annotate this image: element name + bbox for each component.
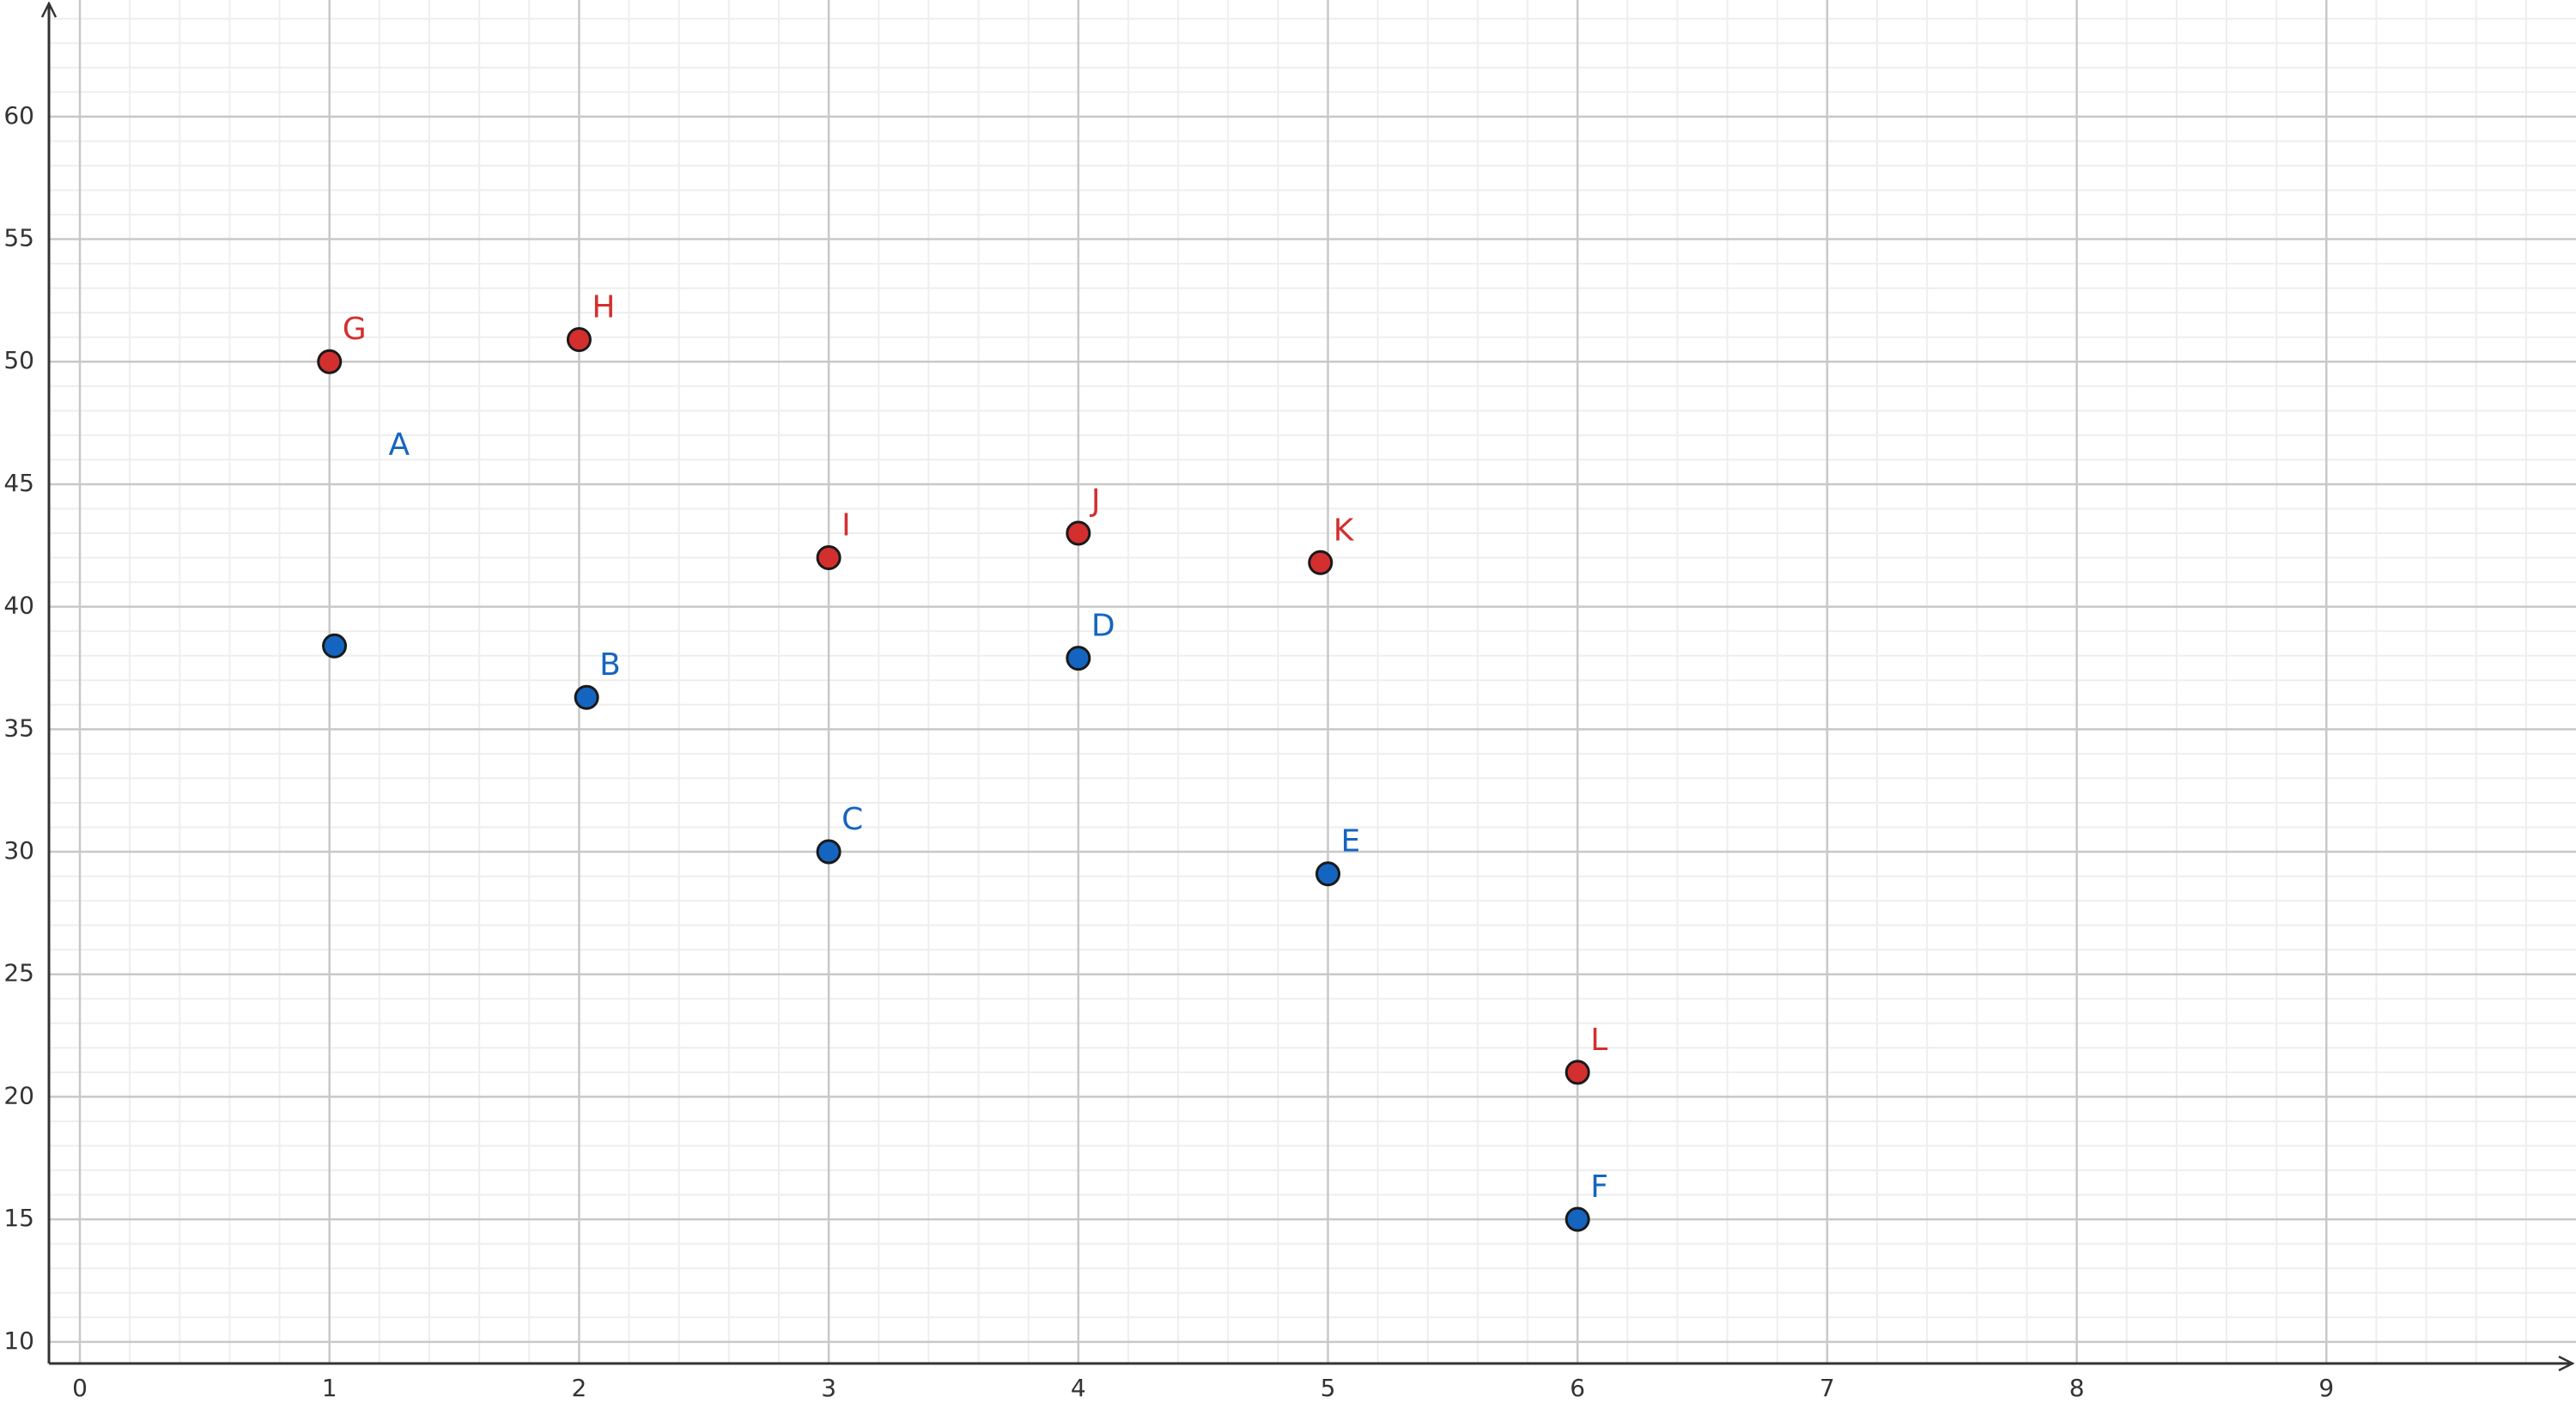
y-tick-label: 10 [3, 1327, 34, 1355]
x-tick-label: 8 [2069, 1374, 2085, 1402]
y-tick-label: 25 [3, 959, 34, 987]
point-label: J [1090, 483, 1101, 519]
x-tick-label: 9 [2318, 1374, 2334, 1402]
y-tick-label: 40 [3, 592, 34, 620]
x-tick-label: 6 [1570, 1374, 1585, 1402]
y-tick-label: 30 [3, 836, 34, 865]
point-label: L [1590, 1023, 1607, 1058]
x-tick-label: 0 [72, 1374, 88, 1402]
point [1066, 520, 1091, 546]
point-label: F [1590, 1169, 1608, 1205]
point [1564, 1206, 1590, 1232]
y-tick-label: 15 [3, 1204, 34, 1232]
point [574, 684, 599, 710]
y-tick-label: 20 [3, 1081, 34, 1109]
point-label: C [841, 802, 863, 837]
y-tick-label: 55 [3, 224, 34, 252]
axes [49, 3, 2573, 1363]
point-label: A [389, 427, 410, 462]
point [322, 633, 348, 659]
y-tick-label: 50 [3, 346, 34, 374]
point [816, 839, 841, 865]
point [1564, 1060, 1590, 1085]
point [566, 327, 592, 353]
point [1066, 646, 1091, 671]
grid [49, 0, 2576, 1363]
point [317, 349, 343, 374]
point-label: E [1341, 824, 1361, 859]
x-tick-label: 2 [572, 1374, 587, 1402]
x-tick-label: 5 [1321, 1374, 1336, 1402]
x-tick-label: 3 [821, 1374, 836, 1402]
x-tick-label: 7 [1820, 1374, 1835, 1402]
y-tick-label: 45 [3, 469, 34, 497]
point-label: I [841, 508, 851, 544]
y-tick-label: 60 [3, 101, 34, 130]
point [1315, 861, 1341, 887]
point [1308, 550, 1334, 575]
y-tick-label: 35 [3, 714, 34, 742]
points: A B C D E F G H I J K L [317, 290, 1608, 1232]
x-tick-label: 4 [1071, 1374, 1086, 1402]
point-label: K [1334, 513, 1355, 548]
x-tick-label: 1 [322, 1374, 337, 1402]
point-label: H [592, 290, 615, 325]
point-label: D [1091, 609, 1115, 644]
point-label: G [343, 312, 367, 347]
point [816, 545, 841, 571]
point-label: B [599, 647, 621, 683]
